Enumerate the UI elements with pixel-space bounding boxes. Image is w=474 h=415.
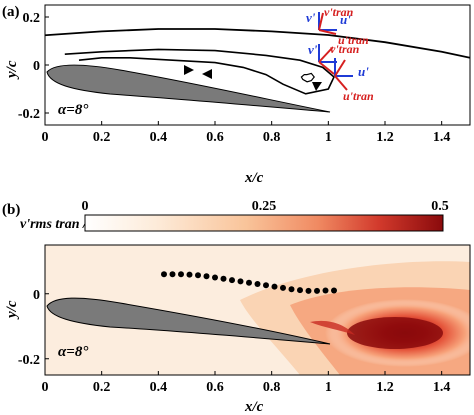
x-tick-label: 0 [42, 130, 49, 145]
panel-b-label: (b) [2, 202, 20, 218]
panel-b-plot: α=8° [44, 244, 471, 376]
colorbar-tick-2: 0.5 [431, 199, 449, 214]
panel-a-frame [44, 4, 471, 126]
y-tick-label: -0.2 [18, 107, 40, 122]
probe-point [186, 271, 193, 278]
x-tick-label: 0 [42, 380, 49, 395]
airfoil-a [46, 64, 331, 113]
x-tick-label: 1.2 [376, 380, 394, 395]
x-tick-label: 1.4 [433, 130, 451, 145]
panel-b-ylabel: y/c [4, 300, 20, 320]
x-tick-label: 0.8 [263, 380, 281, 395]
airfoil-b [46, 297, 331, 345]
probe-points [161, 271, 337, 294]
x-tick-label: 1 [325, 380, 332, 395]
x-tick-label: 0.2 [93, 380, 111, 395]
panel-a-angle-annotation: α=8° [58, 102, 88, 118]
panel-b-frame [44, 244, 471, 376]
v-prime-2: v' [308, 42, 318, 57]
x-tick-label: 1.4 [433, 380, 451, 395]
y-tick-label: 0.2 [23, 11, 41, 26]
x-tick-label: 0.6 [206, 130, 224, 145]
colorbar-tick-1: 0.25 [252, 199, 277, 214]
probe-point [229, 277, 235, 284]
vortex-core [300, 72, 315, 83]
v-tran-1: v'tran [324, 5, 354, 19]
v-tran-2: v'tran [330, 42, 360, 56]
y-tick-label: 0 [33, 288, 40, 303]
panel-a-plot: v' u' v'tran u'tran v' v'tran u' u'tran … [44, 4, 471, 126]
u-prime-1: u' [340, 12, 351, 27]
y-tick-label: -0.2 [18, 353, 40, 368]
probe-point [305, 287, 312, 294]
panel-b-axes: 0 0.2 0.4 0.6 0.8 1 1.2 1.40-0.2 [18, 288, 451, 395]
x-tick-label: 0.8 [263, 130, 281, 145]
panel-b-angle-annotation: α=8° [58, 344, 88, 360]
probe-point [237, 278, 244, 285]
x-tick-label: 0.4 [150, 130, 168, 145]
probe-point [161, 271, 167, 278]
probe-point [288, 286, 295, 293]
probe-point [280, 284, 286, 291]
probe-point [178, 271, 184, 278]
probe-point [271, 283, 278, 290]
flow-arrow-right [184, 65, 194, 75]
separation-streamline [64, 48, 335, 95]
probe-point [263, 282, 269, 289]
flow-arrow-left [202, 69, 212, 79]
u-tran-1: u'tran [338, 33, 369, 47]
flow-arrow-down [312, 82, 322, 91]
probe-point [322, 287, 329, 294]
colorbar [84, 214, 444, 232]
x-tick-label: 0.6 [206, 380, 224, 395]
panel-b-xlabel: x/c [244, 399, 264, 415]
x-tick-label: 0.2 [93, 130, 111, 145]
probe-point [331, 287, 337, 294]
panel-a-ylabel: y/c [4, 60, 20, 80]
panel-a-xlabel: x/c [244, 170, 264, 186]
probe-point [246, 279, 252, 286]
probe-point [169, 271, 176, 278]
u-tran-3: u'tran [343, 89, 374, 103]
probe-point [195, 272, 201, 279]
v-prime-1: v' [306, 10, 316, 25]
probe-point [203, 273, 210, 280]
panel-a-label: (a) [2, 4, 20, 20]
probe-point [212, 274, 218, 281]
probe-point [297, 287, 303, 294]
u-prime-3: u' [358, 64, 369, 79]
x-tick-label: 1.2 [376, 130, 394, 145]
y-tick-label: 0 [33, 59, 40, 74]
colorbar-tick-0: 0 [82, 199, 89, 214]
coordinate-frames: v' u' v'tran u'tran v' v'tran u' u'tran [306, 5, 374, 103]
x-tick-label: 1 [325, 130, 332, 145]
probe-point [254, 281, 261, 287]
probe-point [220, 275, 227, 282]
x-tick-label: 0.4 [150, 380, 168, 395]
probe-point [314, 287, 320, 294]
panel-a-axes: 0 0.2 0.4 0.6 0.8 1 1.2 1.40.20-0.2 [18, 11, 451, 145]
outer-streamline [45, 28, 470, 59]
